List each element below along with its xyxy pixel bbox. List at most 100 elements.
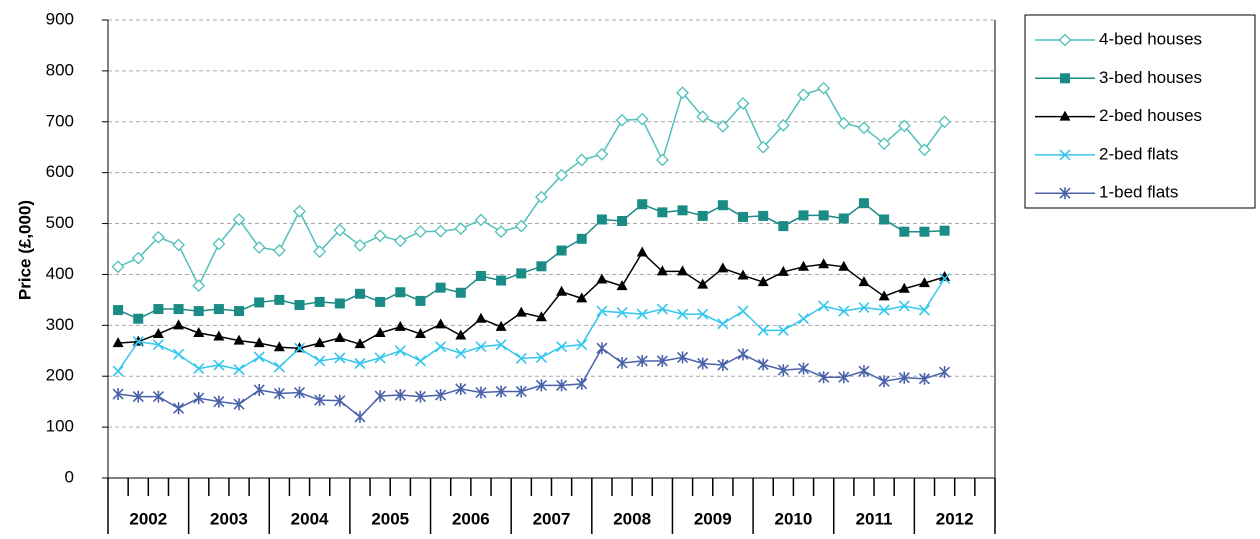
point <box>333 223 347 237</box>
point <box>354 357 366 370</box>
point <box>576 377 588 390</box>
point <box>213 304 224 315</box>
legend-marker <box>1059 149 1071 161</box>
y-tick-label: 900 <box>46 9 74 28</box>
x-group-label: 2009 <box>694 509 732 528</box>
point <box>897 119 911 133</box>
point <box>615 113 629 127</box>
point <box>314 337 326 348</box>
point <box>898 282 910 293</box>
point <box>253 383 265 396</box>
point <box>576 233 587 244</box>
y-tick-label: 700 <box>46 111 74 130</box>
point <box>314 394 326 407</box>
point <box>918 277 930 288</box>
point <box>435 282 446 293</box>
point <box>656 303 668 315</box>
point <box>193 363 205 375</box>
point <box>939 366 951 379</box>
point <box>918 304 931 316</box>
point <box>375 296 386 307</box>
point <box>193 306 204 317</box>
point <box>535 351 547 363</box>
legend-label: 2-bed houses <box>1099 106 1202 125</box>
point <box>212 237 226 251</box>
point <box>435 341 447 353</box>
x-group-label: 2010 <box>774 509 812 528</box>
point <box>636 308 648 320</box>
point <box>274 294 285 305</box>
point <box>938 115 952 129</box>
point <box>697 210 708 221</box>
point <box>373 229 387 243</box>
legend-marker <box>1058 33 1072 47</box>
point <box>192 279 206 293</box>
x-group-label: 2006 <box>452 509 490 528</box>
point <box>293 342 306 354</box>
point <box>193 326 205 337</box>
point <box>334 298 345 309</box>
series-line <box>117 278 946 372</box>
point <box>596 273 608 284</box>
point <box>314 296 325 307</box>
point <box>556 341 568 353</box>
point <box>939 225 950 236</box>
point <box>213 359 225 371</box>
legend-label: 2-bed flats <box>1099 144 1178 163</box>
point <box>254 297 265 308</box>
point <box>939 270 951 281</box>
point <box>758 210 769 221</box>
point <box>858 365 870 378</box>
point <box>797 88 810 102</box>
x-group-label: 2012 <box>936 509 974 528</box>
point <box>334 332 346 343</box>
point <box>696 110 710 124</box>
point <box>676 351 689 364</box>
point <box>838 260 850 271</box>
y-tick-label: 800 <box>46 60 74 79</box>
point <box>818 300 830 312</box>
point <box>1060 73 1070 84</box>
point <box>657 207 668 218</box>
y-axis-label: Price (£,000) <box>15 200 34 300</box>
point <box>232 213 246 226</box>
series-line <box>117 87 946 288</box>
point <box>515 306 527 317</box>
point <box>697 278 709 289</box>
point <box>172 238 185 252</box>
point <box>112 388 124 401</box>
point <box>899 226 910 237</box>
point <box>131 251 145 265</box>
point <box>293 204 306 218</box>
point <box>1059 110 1071 121</box>
point <box>374 326 386 337</box>
point <box>616 356 628 369</box>
y-tick-label: 100 <box>46 417 74 436</box>
point <box>435 318 447 329</box>
point <box>798 210 809 221</box>
point <box>717 200 728 211</box>
point <box>172 348 185 360</box>
point <box>556 379 568 392</box>
point <box>374 352 386 364</box>
point <box>818 371 830 384</box>
point <box>677 205 688 216</box>
point <box>394 345 406 357</box>
point <box>414 225 427 239</box>
point <box>637 199 648 210</box>
point <box>878 375 890 388</box>
point <box>777 364 789 377</box>
point <box>918 372 931 385</box>
point <box>1059 187 1071 200</box>
point <box>414 390 427 403</box>
point <box>496 275 507 286</box>
point <box>737 305 749 317</box>
point <box>1058 33 1072 47</box>
point <box>273 361 285 373</box>
point <box>253 337 265 348</box>
point <box>858 198 869 209</box>
point <box>394 389 406 402</box>
point <box>838 305 850 317</box>
point <box>455 287 466 298</box>
point <box>374 390 386 403</box>
